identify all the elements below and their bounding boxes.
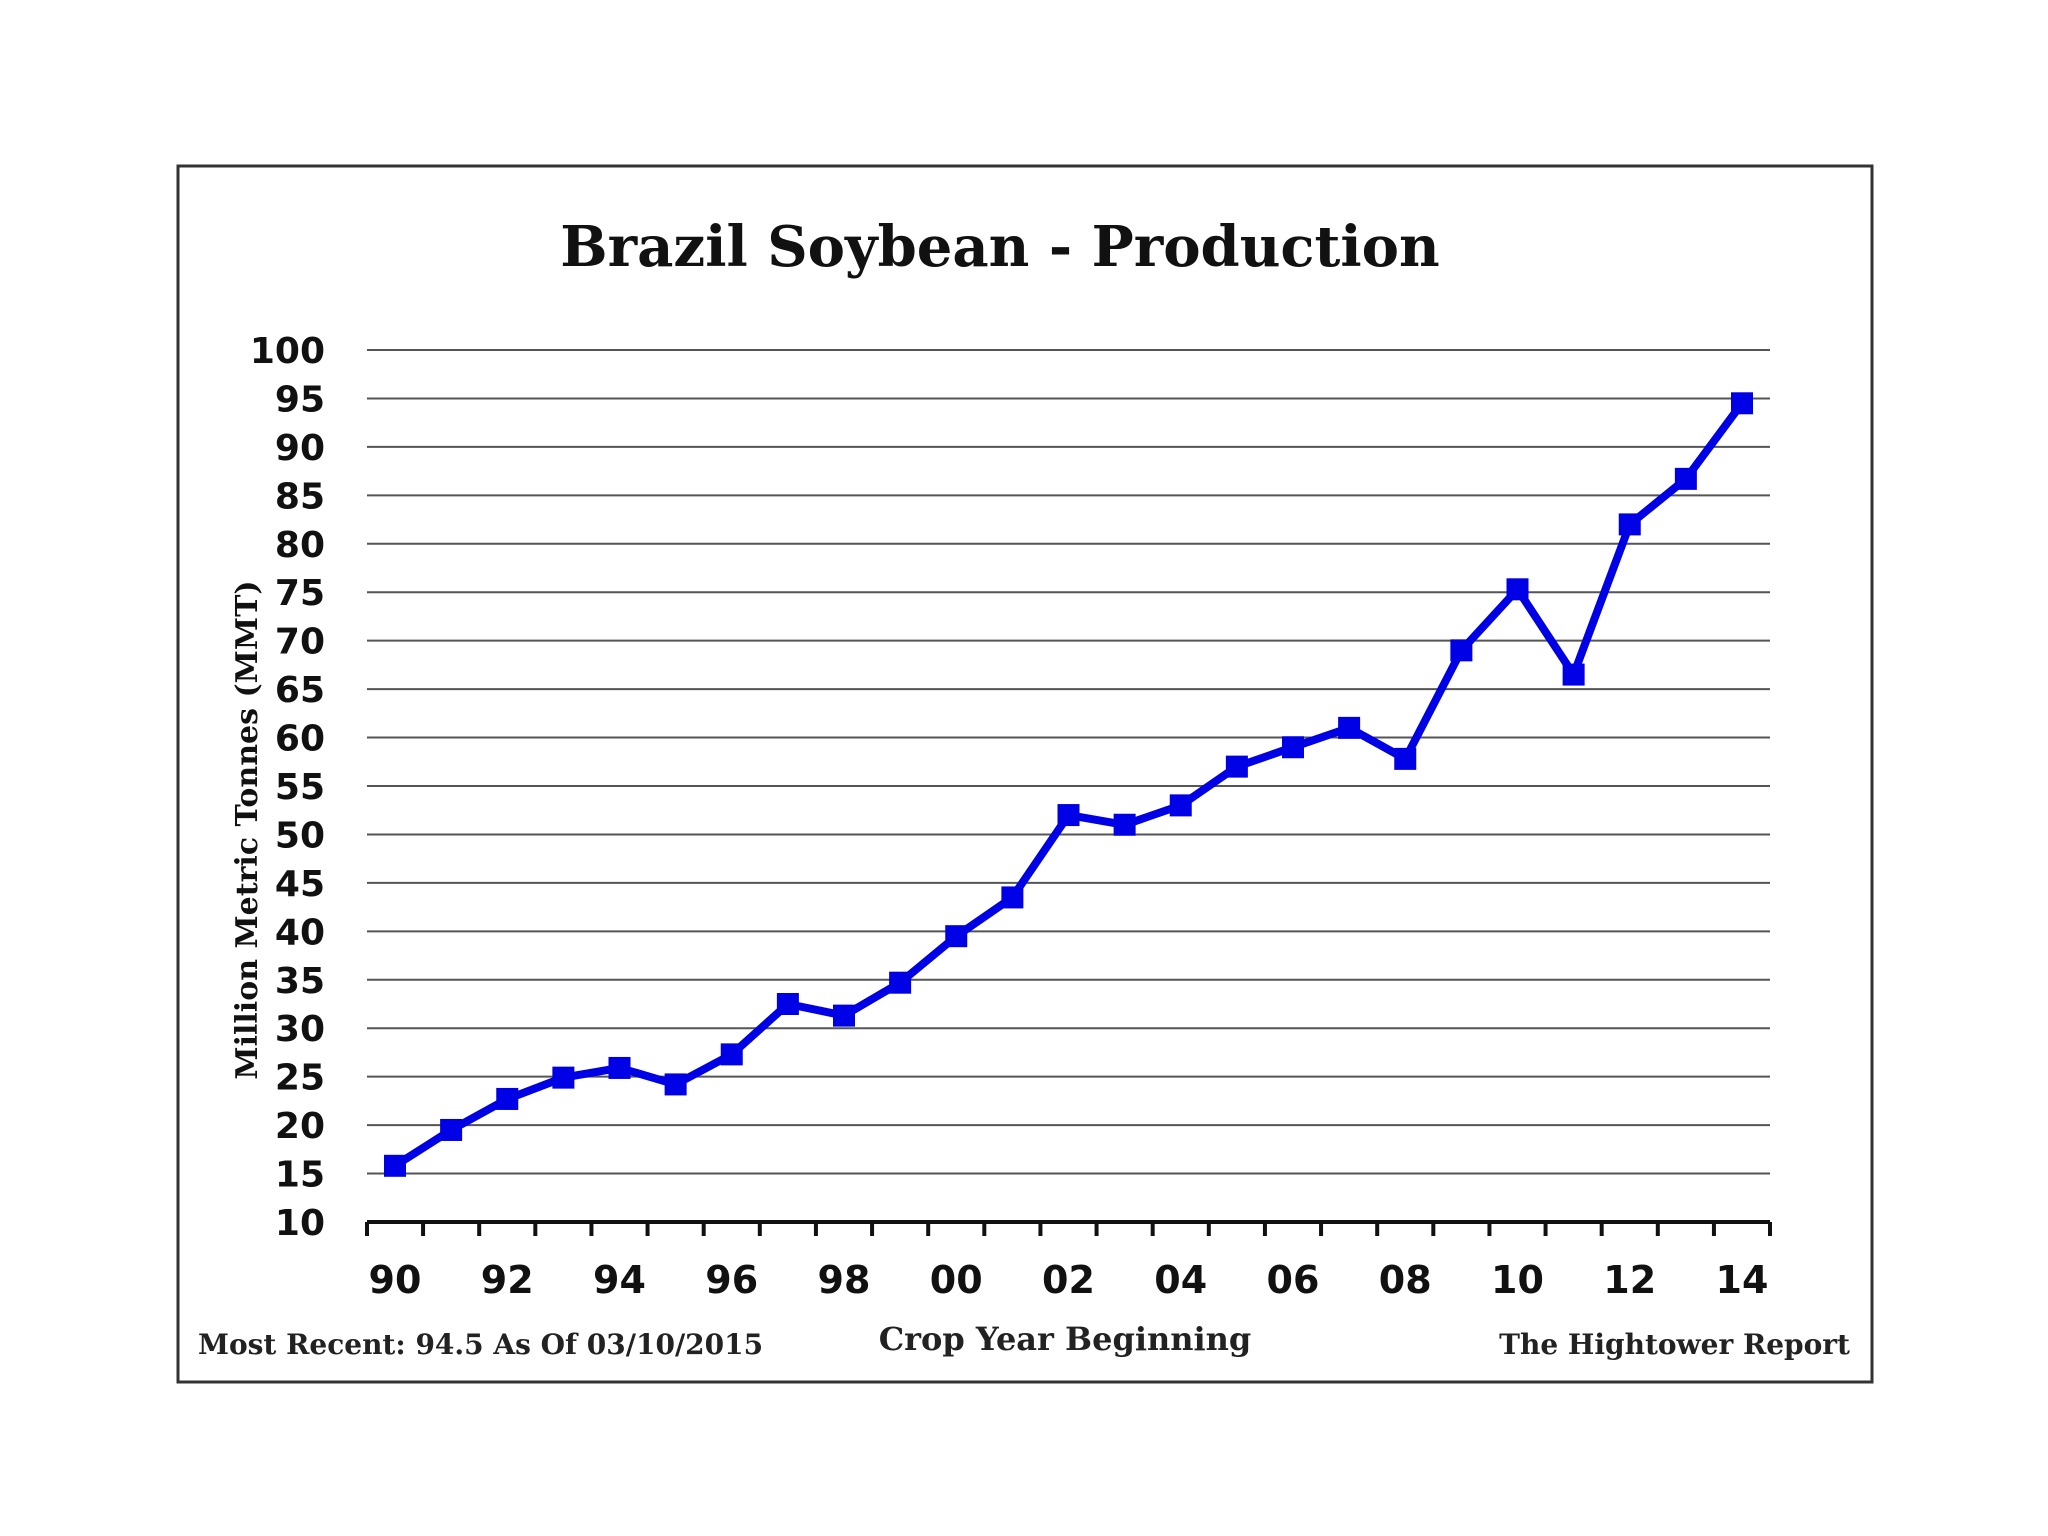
y-tick-label: 65: [275, 670, 325, 711]
x-tick-label: 02: [1042, 1258, 1095, 1302]
data-point: [945, 925, 968, 948]
y-tick-label: 55: [275, 767, 325, 808]
data-point: [1169, 794, 1192, 817]
y-tick-label: 40: [275, 912, 325, 953]
y-tick-label: 15: [275, 1155, 325, 1196]
data-point: [776, 993, 799, 1015]
data-point: [1618, 513, 1641, 536]
x-tick-label: 98: [818, 1258, 871, 1302]
data-point: [440, 1118, 463, 1141]
x-axis-ticks: 90 92 94 96 98 00 02 04 06 08 10 12 14: [369, 1258, 1769, 1302]
data-point: [1282, 736, 1304, 759]
data-point: [1225, 755, 1248, 778]
y-tick-label: 30: [275, 1009, 325, 1050]
x-tick-label: 94: [593, 1258, 646, 1302]
y-tick-label: 25: [275, 1058, 325, 1099]
data-point: [552, 1066, 575, 1089]
y-tick-label: 70: [275, 622, 325, 663]
data-point: [1113, 813, 1136, 836]
data-point: [1394, 747, 1417, 770]
data-point: [496, 1087, 519, 1110]
data-point: [1057, 804, 1080, 827]
x-axis-label: Crop Year Beginning: [879, 1320, 1252, 1358]
data-point: [664, 1073, 687, 1096]
x-tick-label: 96: [705, 1258, 758, 1302]
x-tick-label: 90: [369, 1258, 422, 1302]
data-point: [889, 971, 912, 994]
x-tick-label: 10: [1491, 1258, 1544, 1302]
y-tick-label: 85: [275, 476, 325, 517]
y-tick-label: 35: [275, 961, 325, 1002]
y-tick-label: 60: [275, 719, 325, 760]
data-point: [1001, 886, 1024, 909]
y-tick-label: 90: [275, 428, 325, 469]
chart-title: Brazil Soybean - Production: [560, 214, 1439, 280]
series-group: [384, 392, 1753, 1177]
data-point: [1562, 663, 1585, 686]
footer-most-recent: Most Recent: 94.5 As Of 03/10/2015: [198, 1328, 763, 1361]
y-axis-label: Million Metric Tonnes (MMT): [230, 580, 265, 1079]
data-point: [1338, 716, 1361, 739]
x-tick-label: 14: [1716, 1258, 1769, 1302]
data-point: [384, 1154, 406, 1177]
y-tick-label: 95: [275, 379, 325, 420]
data-point: [833, 1004, 855, 1027]
data-point: [1674, 467, 1697, 490]
data-point: [608, 1056, 631, 1079]
data-point: [1450, 639, 1473, 662]
chart-frame: [176, 164, 1874, 1384]
data-point: [1506, 578, 1529, 601]
y-tick-label: 100: [250, 331, 325, 372]
y-tick-label: 50: [275, 815, 325, 856]
x-tick-label: 92: [481, 1258, 534, 1302]
x-tick-label: 12: [1603, 1258, 1656, 1302]
x-tick-label: 06: [1267, 1258, 1320, 1302]
x-tick-label: 00: [930, 1258, 983, 1302]
y-axis-ticks: 10 15 20 25 30 35 40 45 50 55 60 65 70 75 80 85 90 95 100: [250, 331, 325, 1244]
y-tick-label: 10: [275, 1203, 325, 1244]
data-point: [720, 1043, 743, 1066]
y-tick-label: 75: [275, 573, 325, 614]
x-axis: [365, 1220, 1772, 1236]
y-tick-label: 20: [275, 1106, 325, 1147]
footer-source: The Hightower Report: [1499, 1328, 1850, 1361]
x-tick-label: 08: [1379, 1258, 1432, 1302]
y-tick-label: 45: [275, 864, 325, 905]
gridlines: [367, 349, 1770, 1175]
y-tick-label: 80: [275, 525, 325, 566]
x-tick-label: 04: [1154, 1258, 1207, 1302]
data-point: [1731, 392, 1753, 415]
